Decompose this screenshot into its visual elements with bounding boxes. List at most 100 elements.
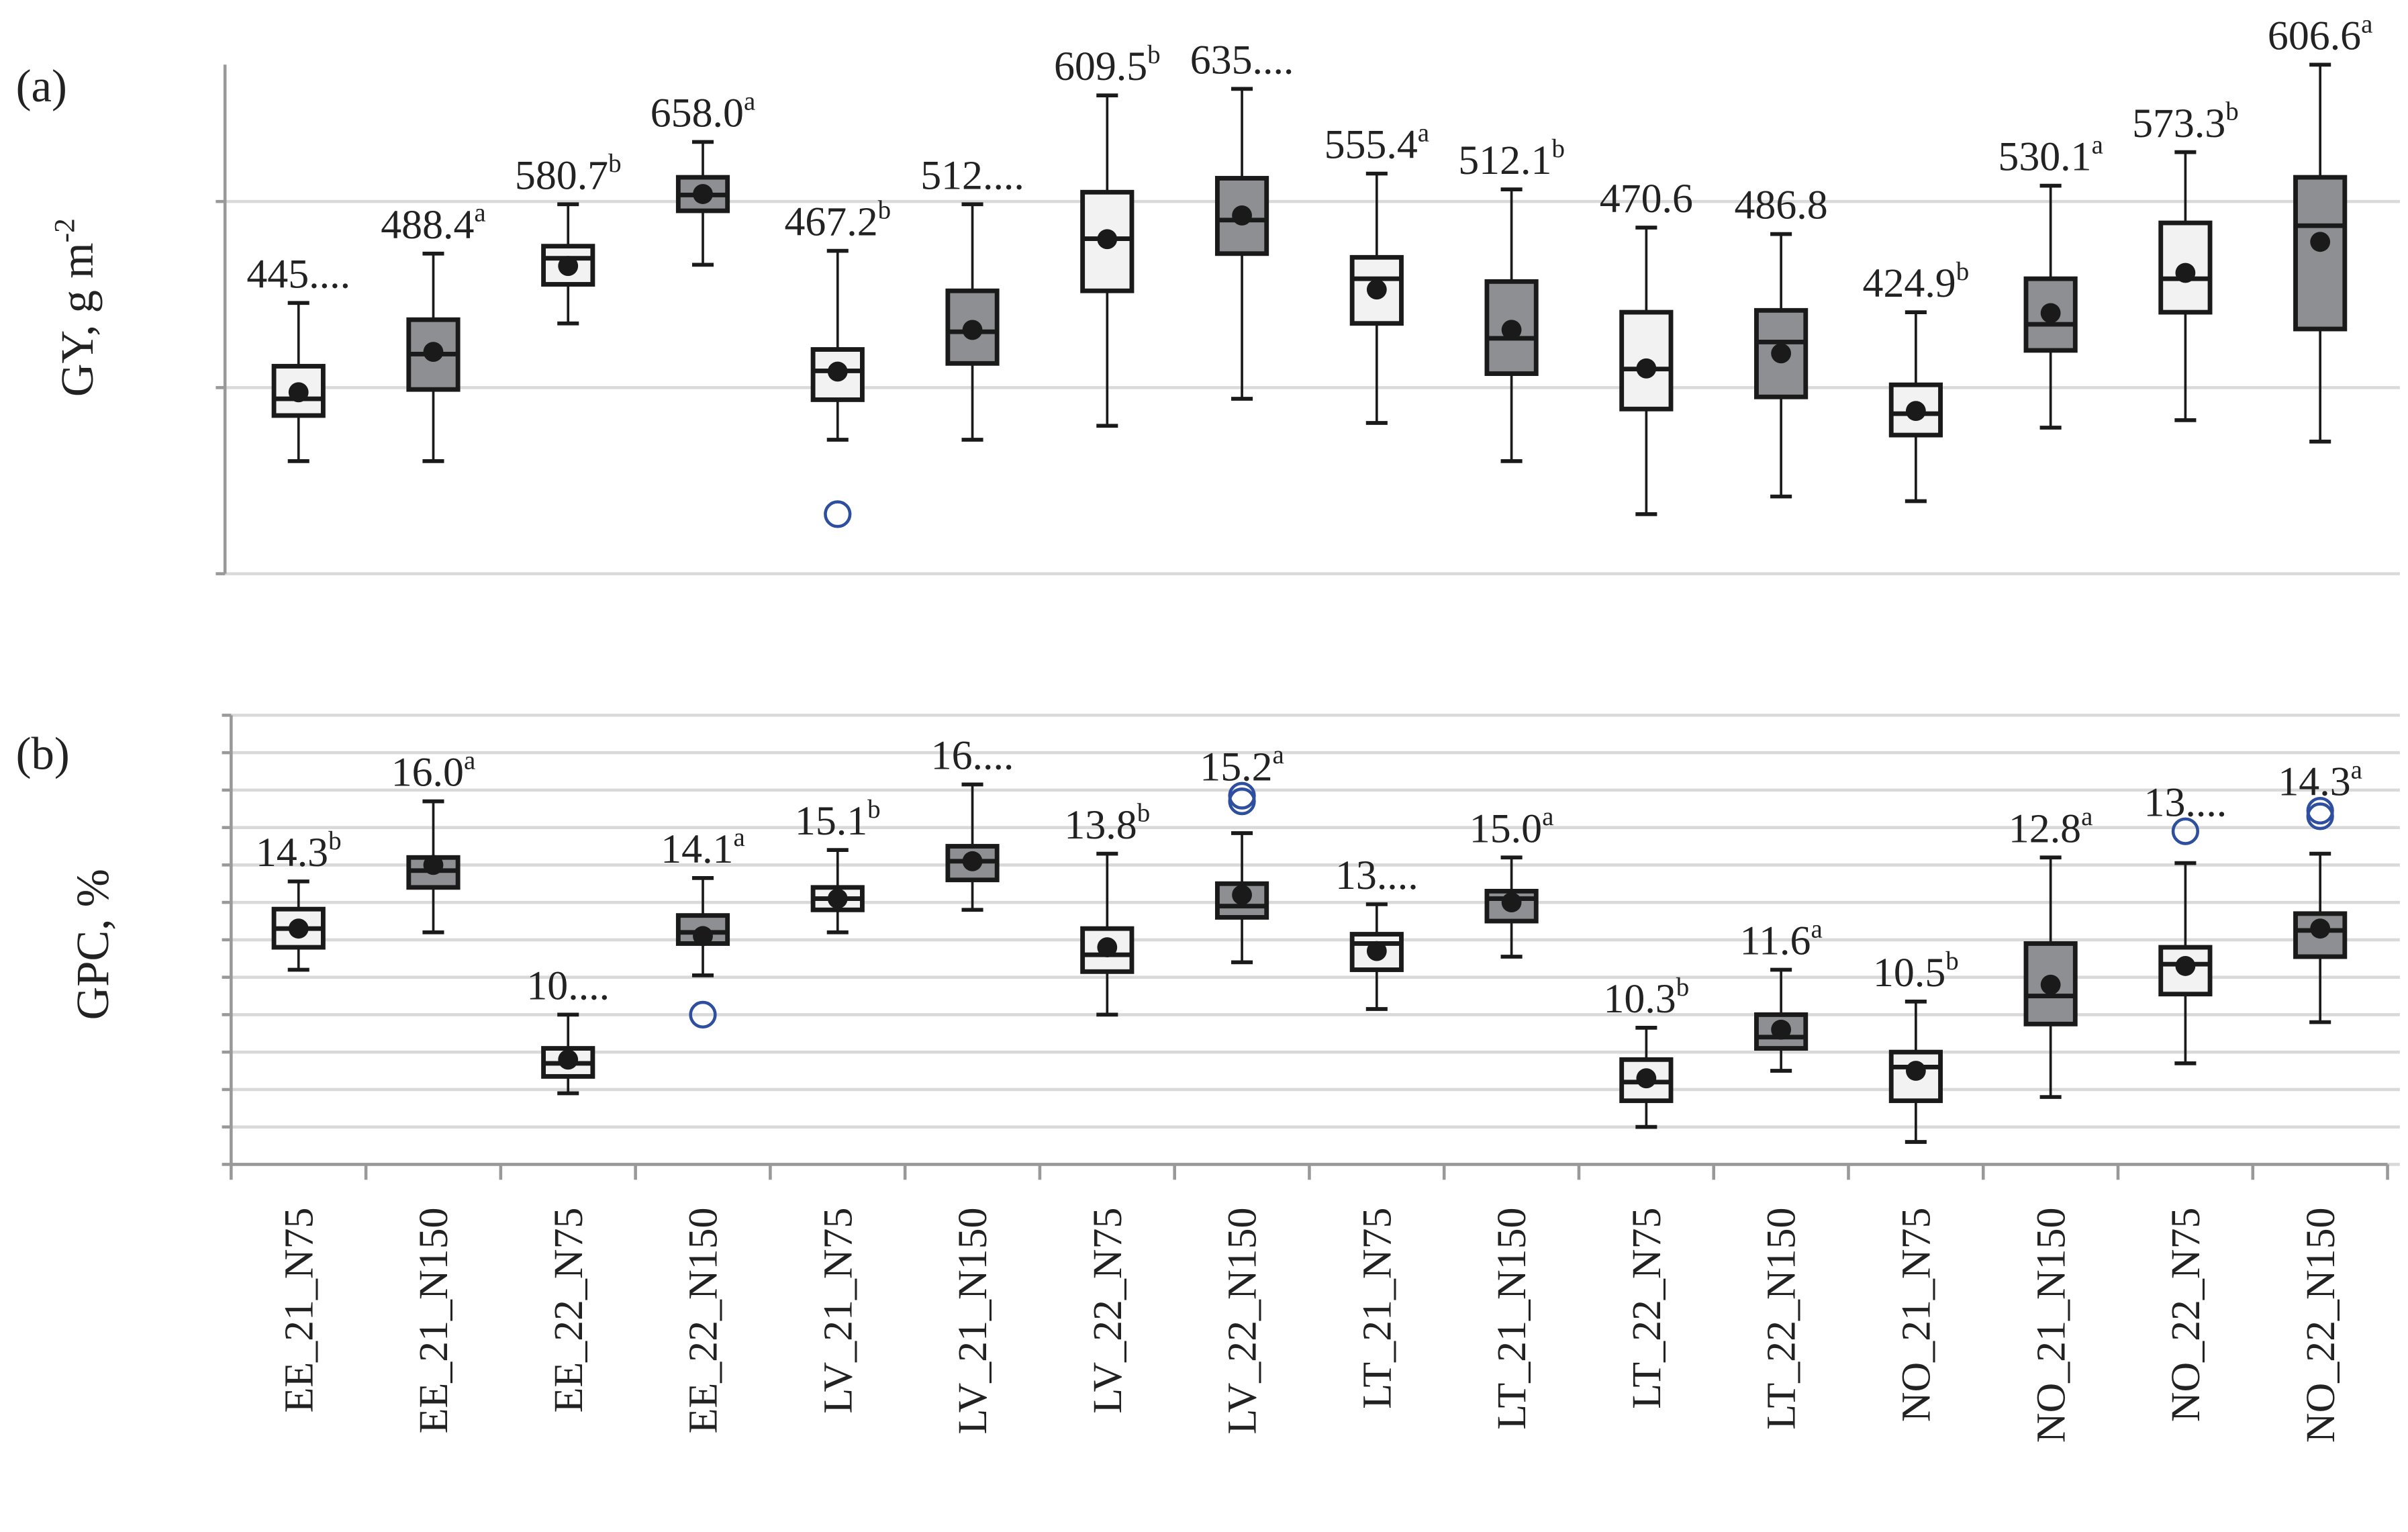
mean-label-letter: a xyxy=(2361,9,2372,38)
box-LV_22_N150: 15.2a xyxy=(1200,740,1284,965)
x-category-label: EE_21_N150 xyxy=(411,1208,456,1434)
mean-label-value: 16.0 xyxy=(391,750,464,796)
box-iqr xyxy=(2158,945,2213,997)
box-EE_21_N150: 16.0a xyxy=(391,747,476,935)
mean-label: 14.3a xyxy=(2278,755,2362,804)
mean-marker xyxy=(2040,974,2061,995)
mean-marker xyxy=(1905,401,1926,422)
mean-marker xyxy=(288,382,309,403)
box-LT_22_N75: 10.3b xyxy=(1603,973,1689,1129)
box-NO_22_N150: 606.6a xyxy=(2268,9,2372,444)
mean-label-value: 10.3 xyxy=(1603,976,1676,1022)
mean-label-value: 555.4 xyxy=(1325,122,1418,168)
mean-marker xyxy=(1501,320,1522,340)
mean-label-value: 512.... xyxy=(920,152,1024,198)
x-category-label: LV_21_N75 xyxy=(815,1208,861,1414)
mean-label-letter: a xyxy=(464,747,475,775)
box-EE_21_N75: 445.... xyxy=(246,251,350,463)
box-NO_22_N150: 14.3a xyxy=(2278,755,2362,1024)
box-NO_22_N75: 573.3b xyxy=(2132,97,2239,422)
mean-label: 13.... xyxy=(1335,853,1418,898)
mean-marker xyxy=(558,1049,579,1070)
mean-label-value: 14.1 xyxy=(661,826,733,872)
x-category-label: NO_22_N75 xyxy=(2163,1208,2209,1423)
mean-label: 15.2a xyxy=(1200,740,1284,789)
mean-marker xyxy=(827,361,848,382)
outlier-point xyxy=(2171,817,2200,845)
mean-label-letter: a xyxy=(2351,755,2362,784)
mean-label-letter: a xyxy=(1542,802,1553,831)
mean-marker xyxy=(423,342,444,363)
panel-a-gy: (a) GY, g m-2 445....488.4a580.7b658.0a4… xyxy=(16,9,2400,575)
mean-label-value: 10.... xyxy=(526,963,610,1008)
mean-label-letter: a xyxy=(474,199,485,228)
mean-label-value: 16.... xyxy=(931,733,1014,779)
mean-label: 16.0a xyxy=(391,747,476,796)
x-category-label: LT_21_N75 xyxy=(1354,1208,1400,1409)
mean-label-value: 467.2 xyxy=(784,199,877,245)
mean-label-letter: b xyxy=(1137,799,1150,828)
x-category-label: LT_22_N75 xyxy=(1624,1208,1670,1409)
mean-label: 15.0a xyxy=(1470,802,1554,851)
mean-label: 580.7b xyxy=(515,149,622,198)
mean-marker xyxy=(2175,956,2196,976)
mean-label: 445.... xyxy=(246,251,350,297)
mean-label-letter: b xyxy=(1147,40,1160,69)
mean-label-letter: b xyxy=(2225,97,2238,126)
box-EE_22_N75: 580.7b xyxy=(515,149,622,326)
box-iqr xyxy=(1888,1049,1943,1104)
mean-marker xyxy=(2040,303,2061,324)
box-LT_21_N75: 555.4a xyxy=(1325,118,1429,425)
mean-label: 13.8b xyxy=(1064,799,1150,848)
x-category-label: LV_22_N150 xyxy=(1220,1208,1265,1435)
mean-label-value: 14.3 xyxy=(256,830,328,875)
mean-label-value: 13.... xyxy=(1335,853,1418,898)
mean-marker xyxy=(1097,937,1118,957)
mean-label-letter: a xyxy=(2092,130,2103,159)
box-NO_21_N75: 10.5b xyxy=(1873,947,1959,1144)
box-LV_21_N150: 512.... xyxy=(920,152,1024,442)
mean-label: 488.4a xyxy=(381,199,485,248)
mean-label-letter: a xyxy=(2081,802,2092,831)
mean-label: 512.1b xyxy=(1458,134,1565,183)
box-LT_21_N75: 13.... xyxy=(1335,853,1418,1011)
mean-label-letter: b xyxy=(1676,973,1689,1002)
mean-label-letter: b xyxy=(867,795,880,824)
mean-label-value: 530.1 xyxy=(1998,134,2091,180)
outlier-point xyxy=(2306,802,2334,830)
mean-label: 658.0a xyxy=(651,87,755,136)
mean-label: 10.... xyxy=(526,963,610,1008)
mean-label-value: 512.1 xyxy=(1458,138,1551,183)
mean-label: 530.1a xyxy=(1998,130,2103,179)
panel-b-label: (b) xyxy=(16,728,70,779)
mean-label-value: 424.9 xyxy=(1863,260,1956,306)
box-NO_21_N75: 424.9b xyxy=(1863,257,1970,504)
mean-label: 424.9b xyxy=(1863,257,1970,306)
mean-label: 15.1b xyxy=(795,795,881,844)
mean-label: 10.3b xyxy=(1603,973,1689,1022)
mean-label-letter: b xyxy=(608,149,621,178)
box-LV_21_N75: 15.1b xyxy=(795,795,881,935)
box-NO_21_N150: 12.8a xyxy=(2009,802,2092,1099)
mean-label-value: 606.6 xyxy=(2268,13,2361,58)
mean-marker xyxy=(1097,229,1118,250)
box-LV_22_N150: 635.... xyxy=(1190,38,1294,401)
mean-marker xyxy=(423,855,444,875)
box-iqr xyxy=(1080,926,1135,974)
mean-marker xyxy=(1905,1061,1926,1081)
box-LT_21_N150: 512.1b xyxy=(1458,134,1565,463)
mean-marker xyxy=(693,184,713,204)
outlier-point xyxy=(824,500,852,528)
panel-b-ylabel: GPC, % xyxy=(67,869,118,1020)
x-category-label: EE_22_N150 xyxy=(681,1208,726,1434)
box-EE_22_N150: 14.1a xyxy=(661,823,745,1029)
x-category-label: EE_22_N75 xyxy=(546,1208,591,1413)
mean-marker xyxy=(1636,358,1657,379)
mean-label: 14.1a xyxy=(661,823,745,872)
mean-label-value: 15.2 xyxy=(1200,744,1272,789)
mean-label: 13.... xyxy=(2144,779,2227,825)
box-iqr xyxy=(1888,382,1943,438)
mean-label-value: 11.6 xyxy=(1739,918,1811,964)
mean-label-value: 573.3 xyxy=(2132,101,2225,146)
